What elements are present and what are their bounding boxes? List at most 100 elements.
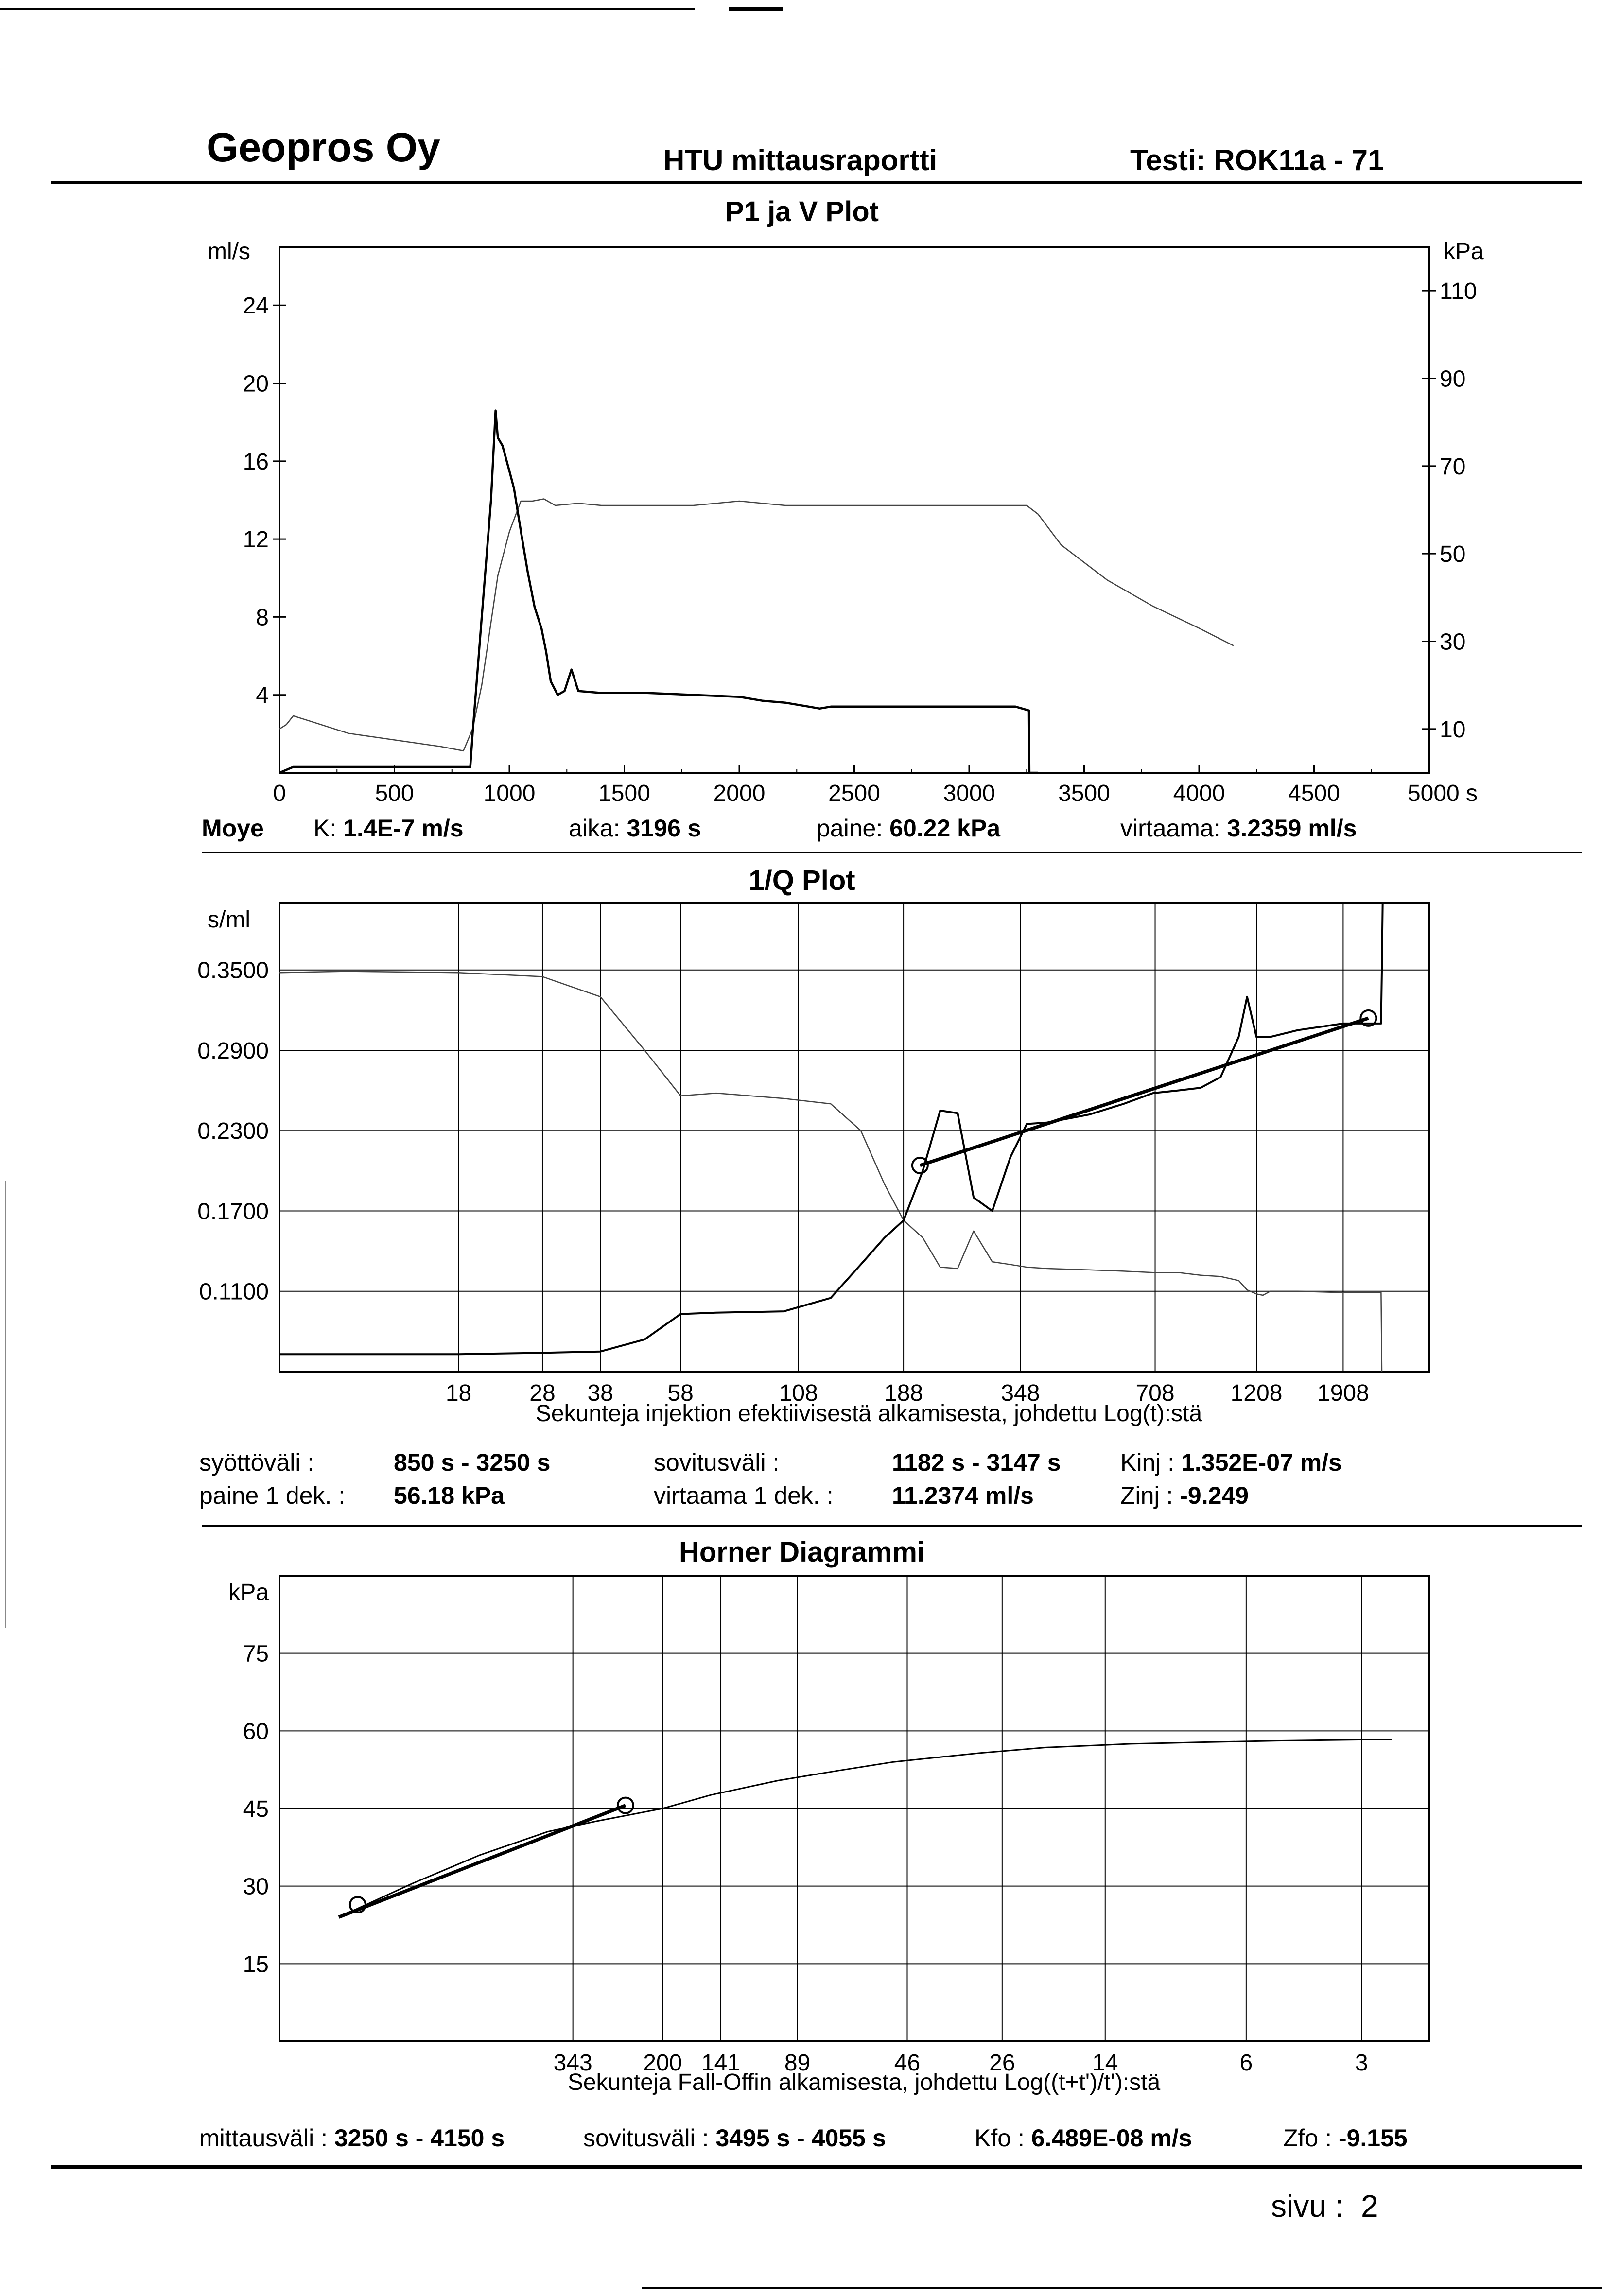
p1-xtick-label-8: 4000	[1173, 781, 1225, 806]
plot2-zinj-label: Zinj :	[1120, 1482, 1173, 1509]
p2-ytick-label-0: 0.1100	[199, 1279, 269, 1305]
plot2-syotto-val: 850 s - 3250 s	[394, 1448, 551, 1477]
p2-xtick-label-7: 708	[1135, 1380, 1174, 1406]
plot2-virtaama-value: 11.2374 ml/s	[892, 1482, 1034, 1509]
p3-fit-marker-0	[348, 1896, 366, 1913]
p2-xtick-label-6: 348	[1001, 1380, 1040, 1406]
p2-xtick-label-2: 38	[587, 1380, 613, 1406]
plot3-title: Horner Diagrammi	[679, 1536, 925, 1568]
plot2-title: 1/Q Plot	[749, 865, 855, 896]
p3-xtick-label-3: 89	[784, 2050, 810, 2076]
p2-fit-line	[919, 1016, 1369, 1167]
plot3-zfo-label: Zfo :	[1283, 2124, 1332, 2152]
p1-right-unit: kPa	[1444, 239, 1484, 264]
plot2-kinj-value: 1.352E-07 m/s	[1181, 1449, 1342, 1476]
plot2-virtaama-label: virtaama 1 dek. :	[654, 1482, 834, 1509]
p1-ytick-left-label-0: 4	[256, 683, 269, 709]
p2-fit-marker-1	[1359, 1009, 1377, 1027]
plot3-zfo-value: -9.155	[1338, 2124, 1408, 2152]
plot3-sovitus: sovitusväli : 3495 s - 4055 s	[583, 2124, 886, 2152]
plot2-kinj-label: Kinj :	[1120, 1449, 1175, 1476]
plot1-info-row: Moye	[202, 814, 264, 842]
p3-ytick-label-2: 45	[243, 1796, 269, 1822]
plot2-virtaama: virtaama 1 dek. :	[654, 1481, 834, 1510]
p2-xtick-label-8: 1208	[1231, 1380, 1283, 1406]
p2-xtick-label-4: 108	[779, 1380, 818, 1406]
plot1-aika-value: 3196 s	[627, 815, 701, 842]
p2-ytick-label-4: 0.3500	[197, 958, 269, 984]
p1-xtick-label-9: 4500	[1288, 781, 1340, 806]
plot1-virtaama-label: virtaama:	[1120, 815, 1220, 842]
company-name: Geopros Oy	[207, 124, 440, 170]
plot3-sovitus-label: sovitusväli :	[583, 2124, 709, 2152]
plot2-sovitus-val: 1182 s - 3147 s	[892, 1448, 1061, 1477]
p2-y-unit: s/ml	[208, 907, 250, 933]
p1-xtick-label-6: 3000	[943, 781, 995, 806]
p1-xtick-label-1: 500	[375, 781, 414, 806]
plot1-aika: aika: 3196 s	[569, 814, 701, 842]
footer-rule	[51, 2165, 1582, 2169]
plot1-rule	[202, 852, 1582, 853]
p3-xtick-label-1: 200	[643, 2050, 682, 2076]
p3-xtick-label-2: 141	[701, 2050, 740, 2076]
p3-xlabel: Sekunteja Fall-Offin alkamisesta, johdet…	[568, 2070, 1161, 2095]
p3-plot: 15 30 45 60 75 343 200 141 89 46 26 14 6 3 kPa Sekuntej…	[228, 1575, 1430, 2095]
plot1-paine-value: 60.22 kPa	[889, 815, 1001, 842]
plot3-kfo-value: 6.489E-08 m/s	[1031, 2124, 1192, 2152]
report-title: HTU mittausraportti	[663, 144, 938, 176]
p1-ytick-right-label-5: 110	[1440, 278, 1477, 304]
p3-ytick-label-0: 15	[243, 1951, 269, 1977]
p1-ytick-left-label-1: 8	[256, 605, 269, 630]
p2-ytick-label-3: 0.2900	[197, 1038, 269, 1064]
p2-ytick-label-1: 0.1700	[197, 1199, 269, 1224]
plot2-sovitus-value: 1182 s - 3147 s	[892, 1449, 1061, 1476]
plot1-method-label: Moye	[202, 815, 264, 842]
plot1-virtaama-value: 3.2359 ml/s	[1227, 815, 1357, 842]
plot2-paine-label: paine 1 dek. :	[199, 1482, 346, 1509]
p3-ytick-label-4: 75	[243, 1641, 269, 1667]
plot3-mittaus-value: 3250 s - 4150 s	[334, 2124, 505, 2152]
plot2-syotto: syöttöväli :	[199, 1448, 314, 1477]
p2-ytick-label-2: 0.2300	[197, 1118, 269, 1144]
plot2-sovitus-label: sovitusväli :	[654, 1449, 780, 1476]
p3-xtick-label-4: 46	[894, 2050, 920, 2076]
plot2-paine-val: 56.18 kPa	[394, 1481, 505, 1510]
plot3-zfo: Zfo : -9.155	[1283, 2124, 1408, 2152]
p1-xtick-label-2: 1000	[484, 781, 536, 806]
page-top-rule	[0, 8, 695, 10]
header-rule	[51, 181, 1582, 184]
page-left-edge-mark	[5, 1181, 6, 1628]
p3-ytick-label-3: 60	[243, 1719, 269, 1744]
p1-ytick-left-label-3: 16	[243, 449, 269, 475]
p3-fit-marker-1	[616, 1796, 634, 1814]
p1-frame	[279, 246, 1430, 774]
p3-xtick-label-7: 6	[1240, 2050, 1253, 2076]
page-bottom-rule	[642, 2287, 1602, 2289]
p1-ytick-left-label-4: 20	[243, 371, 269, 397]
plot3-kfo: Kfo : 6.489E-08 m/s	[975, 2124, 1192, 2152]
p2-series-invq	[279, 903, 1384, 1356]
p3-xtick-label-8: 3	[1355, 2050, 1368, 2076]
p3-series-pressure	[338, 1739, 1392, 1918]
plot2-virtaama-val: 11.2374 ml/s	[892, 1481, 1034, 1510]
p3-fit-line	[338, 1804, 627, 1919]
p2-xlabel: Sekunteja injektion efektiivisestä alkam…	[536, 1401, 1202, 1426]
p1-left-unit: ml/s	[208, 239, 250, 264]
plot2-paine: paine 1 dek. :	[199, 1481, 345, 1510]
plot2-syotto-label: syöttöväli :	[199, 1449, 314, 1476]
p3-xtick-label-0: 343	[554, 2050, 592, 2076]
plot3-mittaus-label: mittausväli :	[199, 2124, 328, 2152]
p2-plot: 0.1100 0.1700 0.2300 0.2900 0.3500 18 28 38 58 10…	[197, 902, 1430, 1426]
p2-xtick-label-3: 58	[667, 1380, 693, 1406]
plot2-paine-value: 56.18 kPa	[394, 1482, 505, 1509]
p2-xtick-label-0: 18	[446, 1380, 471, 1406]
p2-xtick-label-1: 28	[529, 1380, 555, 1406]
p1-ytick-right-label-0: 10	[1440, 717, 1465, 743]
plot2-zinj-value: -9.249	[1180, 1482, 1249, 1509]
plot2-rule	[202, 1525, 1582, 1527]
p1-ytick-right-label-1: 30	[1440, 629, 1465, 655]
p3-ytick-label-1: 30	[243, 1874, 269, 1900]
plot1-k-value: 1.4E-7 m/s	[343, 815, 464, 842]
p1-series-pressure	[279, 498, 1234, 752]
plot2-sovitus: sovitusväli :	[654, 1448, 779, 1477]
